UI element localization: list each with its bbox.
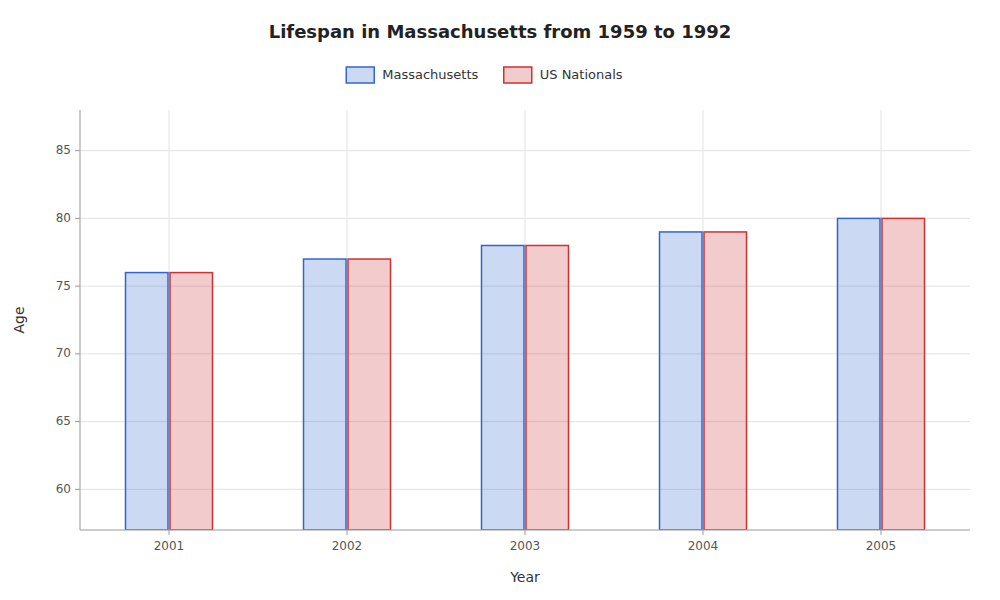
y-tick-label: 70 bbox=[56, 346, 71, 360]
x-tick bbox=[347, 530, 348, 535]
axes: 60 65 70 75 80 85 2001 2002 2003 2004 2005 bbox=[56, 110, 970, 553]
legend-label: Massachusetts bbox=[382, 67, 478, 82]
legend-label: US Nationals bbox=[540, 67, 623, 82]
x-tick bbox=[169, 530, 170, 535]
bar bbox=[526, 245, 569, 530]
x-tick bbox=[525, 530, 526, 535]
grid bbox=[80, 110, 970, 530]
y-tick-label: 65 bbox=[56, 414, 71, 428]
y-tick bbox=[75, 489, 80, 490]
bar bbox=[126, 273, 169, 530]
y-tick bbox=[75, 421, 80, 422]
x-tick-label: 2001 bbox=[154, 539, 185, 553]
y-tick-label: 75 bbox=[56, 279, 71, 293]
y-tick-label: 80 bbox=[56, 211, 71, 225]
bar bbox=[704, 232, 747, 530]
chart-container: 60 65 70 75 80 85 2001 2002 2003 2004 2005 Year Age L… bbox=[0, 0, 1000, 600]
x-axis-label: Year bbox=[509, 569, 540, 585]
y-axis-label: Age bbox=[11, 306, 27, 333]
x-tick-label: 2005 bbox=[866, 539, 897, 553]
legend: Massachusetts US Nationals bbox=[346, 67, 623, 84]
bars bbox=[126, 218, 925, 530]
y-tick bbox=[75, 286, 80, 287]
x-tick-label: 2004 bbox=[688, 539, 719, 553]
bar bbox=[882, 218, 925, 530]
y-tick-label: 85 bbox=[56, 143, 71, 157]
bar bbox=[304, 259, 347, 530]
y-axis-line bbox=[80, 110, 81, 530]
bar bbox=[660, 232, 703, 530]
bar bbox=[348, 259, 391, 530]
chart-title: Lifespan in Massachusetts from 1959 to 1… bbox=[269, 21, 732, 42]
x-tick bbox=[703, 530, 704, 535]
chart-svg: 60 65 70 75 80 85 2001 2002 2003 2004 2005 Year Age L… bbox=[0, 0, 1000, 600]
x-tick-label: 2002 bbox=[332, 539, 363, 553]
y-tick bbox=[75, 150, 80, 151]
legend-swatch bbox=[504, 67, 532, 83]
x-tick bbox=[881, 530, 882, 535]
bar bbox=[838, 218, 881, 530]
bar bbox=[170, 273, 213, 530]
bar bbox=[482, 245, 525, 530]
y-tick-label: 60 bbox=[56, 482, 71, 496]
y-tick bbox=[75, 353, 80, 354]
x-tick-label: 2003 bbox=[510, 539, 541, 553]
legend-swatch bbox=[346, 67, 374, 83]
y-tick bbox=[75, 218, 80, 219]
